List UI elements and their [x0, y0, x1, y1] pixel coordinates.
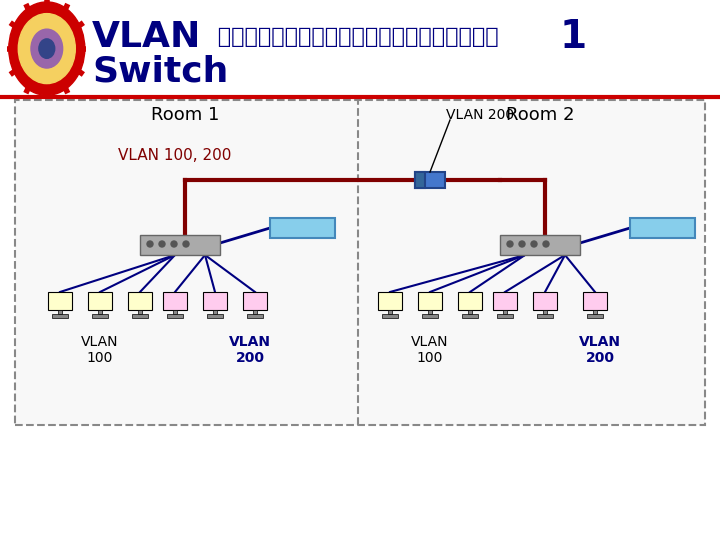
- Bar: [15, 100, 705, 425]
- Bar: [415, 172, 425, 188]
- Bar: [503, 310, 507, 314]
- Text: Switch: Switch: [92, 55, 228, 89]
- Bar: [52, 314, 68, 318]
- Bar: [468, 310, 472, 314]
- Bar: [167, 314, 183, 318]
- Bar: [378, 292, 402, 310]
- Circle shape: [507, 241, 513, 247]
- Bar: [58, 310, 62, 314]
- Bar: [213, 310, 217, 314]
- Text: 1: 1: [560, 18, 587, 56]
- Bar: [587, 314, 603, 318]
- Bar: [138, 310, 142, 314]
- Bar: [583, 292, 607, 310]
- Bar: [92, 314, 108, 318]
- Bar: [98, 310, 102, 314]
- Bar: [253, 310, 257, 314]
- Bar: [128, 292, 152, 310]
- Text: VLAN
100: VLAN 100: [411, 335, 449, 365]
- Bar: [493, 292, 517, 310]
- Bar: [422, 314, 438, 318]
- Text: VLAN: VLAN: [92, 20, 202, 54]
- Text: VLAN
100: VLAN 100: [81, 335, 119, 365]
- Circle shape: [531, 241, 537, 247]
- Bar: [88, 292, 112, 310]
- Bar: [428, 310, 432, 314]
- Circle shape: [171, 241, 177, 247]
- Bar: [203, 292, 227, 310]
- Text: VLAN 100, 200: VLAN 100, 200: [118, 147, 232, 163]
- Bar: [270, 218, 335, 238]
- Bar: [533, 292, 557, 310]
- Bar: [415, 172, 445, 188]
- Text: สามารถขยายผ่านมากกว่า: สามารถขยายผ่านมากกว่า: [210, 27, 499, 47]
- Bar: [630, 218, 695, 238]
- Bar: [382, 314, 398, 318]
- Bar: [140, 235, 220, 255]
- Bar: [163, 292, 187, 310]
- Text: VLAN 200: VLAN 200: [446, 108, 514, 122]
- Text: VLAN
200: VLAN 200: [579, 335, 621, 365]
- Circle shape: [519, 241, 525, 247]
- Circle shape: [159, 241, 165, 247]
- Bar: [593, 310, 597, 314]
- Text: Room 1: Room 1: [150, 106, 219, 124]
- Bar: [132, 314, 148, 318]
- Bar: [537, 314, 553, 318]
- Bar: [497, 314, 513, 318]
- Bar: [173, 310, 177, 314]
- Circle shape: [543, 241, 549, 247]
- Bar: [458, 292, 482, 310]
- Bar: [500, 235, 580, 255]
- Circle shape: [183, 241, 189, 247]
- Bar: [462, 314, 478, 318]
- Text: Room 2: Room 2: [505, 106, 575, 124]
- Bar: [243, 292, 267, 310]
- Text: VLAN
200: VLAN 200: [229, 335, 271, 365]
- Bar: [247, 314, 263, 318]
- Bar: [48, 292, 72, 310]
- Bar: [388, 310, 392, 314]
- Bar: [418, 292, 442, 310]
- Bar: [207, 314, 223, 318]
- Bar: [543, 310, 547, 314]
- Circle shape: [147, 241, 153, 247]
- Bar: [0, 0, 720, 100]
